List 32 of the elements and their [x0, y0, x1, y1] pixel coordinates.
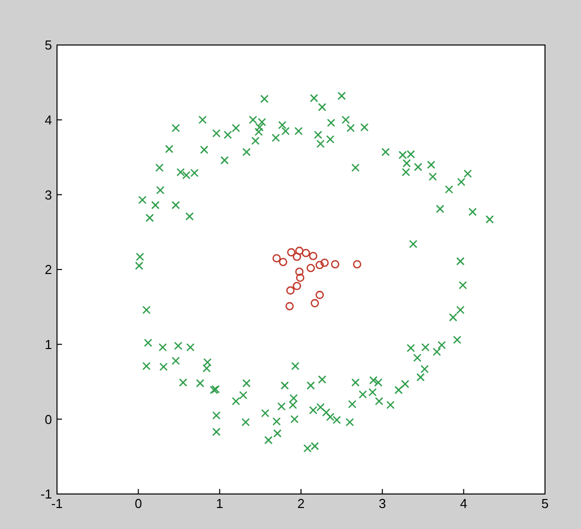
- point: [286, 286, 295, 295]
- point: [309, 252, 318, 260]
- point: [285, 302, 294, 310]
- point: [287, 248, 296, 256]
- y-tick-label: 0: [44, 412, 52, 427]
- point: [296, 274, 304, 282]
- x-tick-label: 2: [297, 496, 305, 512]
- y-tick-label: 2: [44, 262, 52, 278]
- point: [278, 258, 288, 266]
- x-tick-label: 0: [134, 496, 142, 512]
- point: [272, 254, 281, 262]
- point: [295, 246, 304, 255]
- point: [310, 299, 319, 308]
- point: [292, 252, 302, 261]
- point: [331, 260, 340, 268]
- x-tick-label: 3: [378, 496, 386, 512]
- y-tick-label: 1: [44, 336, 52, 352]
- point: [292, 282, 302, 290]
- point: [320, 258, 329, 267]
- x-tick-label: 1: [216, 496, 224, 512]
- point: [316, 260, 324, 270]
- point: [316, 290, 324, 300]
- point: [306, 264, 315, 272]
- y-tick-label: 3: [44, 187, 52, 202]
- y-tick-label: 5: [44, 38, 52, 53]
- point: [352, 260, 362, 268]
- point: [302, 248, 310, 258]
- y-tick-label: 4: [44, 112, 52, 128]
- x-tick-label: 4: [460, 496, 468, 512]
- point: [295, 268, 304, 276]
- y-tick-label: -1: [40, 486, 52, 502]
- x-tick-label: 5: [541, 496, 549, 512]
